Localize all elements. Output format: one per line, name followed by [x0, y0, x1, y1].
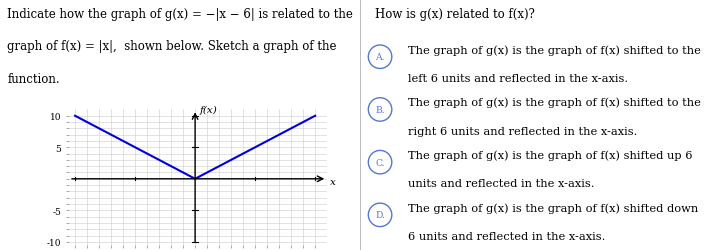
Text: D.: D.	[375, 210, 385, 220]
Text: units and reflected in the x-axis.: units and reflected in the x-axis.	[408, 179, 594, 189]
Text: C.: C.	[375, 158, 385, 167]
Text: A.: A.	[375, 53, 385, 62]
Text: The graph of g(x) is the graph of f(x) shifted down: The graph of g(x) is the graph of f(x) s…	[408, 202, 698, 213]
Text: The graph of g(x) is the graph of f(x) shifted to the: The graph of g(x) is the graph of f(x) s…	[408, 98, 701, 108]
Text: graph of f(x) = |x|,  shown below. Sketch a graph of the: graph of f(x) = |x|, shown below. Sketch…	[7, 40, 337, 53]
Text: The graph of g(x) is the graph of f(x) shifted to the: The graph of g(x) is the graph of f(x) s…	[408, 45, 701, 56]
Text: x: x	[329, 177, 335, 186]
Text: function.: function.	[7, 72, 60, 86]
Text: left 6 units and reflected in the x-axis.: left 6 units and reflected in the x-axis…	[408, 74, 627, 84]
Text: right 6 units and reflected in the x-axis.: right 6 units and reflected in the x-axi…	[408, 126, 637, 136]
Text: The graph of g(x) is the graph of f(x) shifted up 6: The graph of g(x) is the graph of f(x) s…	[408, 150, 692, 160]
Text: 6 units and reflected in the x-axis.: 6 units and reflected in the x-axis.	[408, 231, 605, 241]
Text: f(x): f(x)	[200, 106, 217, 114]
Text: Indicate how the graph of g(x) = −|x − 6| is related to the: Indicate how the graph of g(x) = −|x − 6…	[7, 8, 353, 20]
Text: How is g(x) related to f(x)?: How is g(x) related to f(x)?	[374, 8, 534, 20]
Text: B.: B.	[375, 106, 385, 114]
